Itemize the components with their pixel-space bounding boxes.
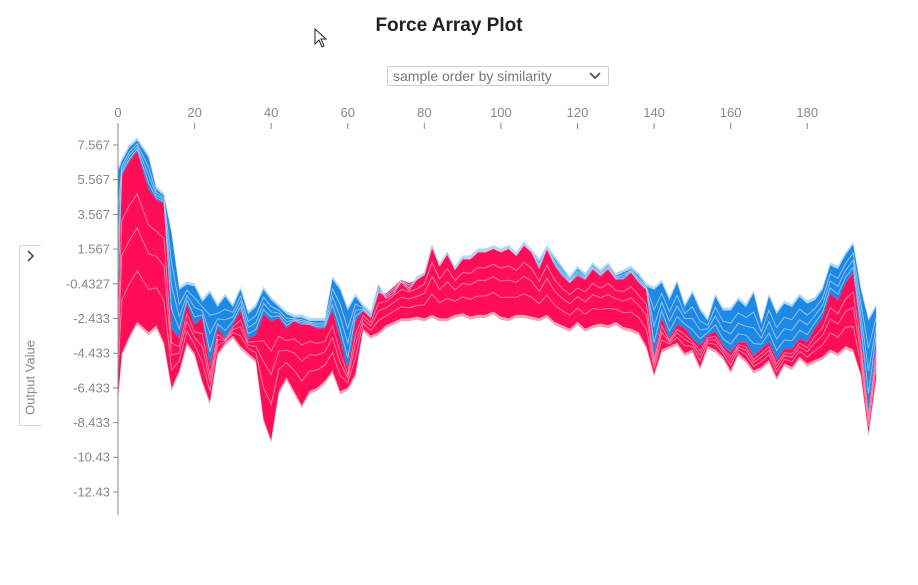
y-tick-label: -2.433 xyxy=(73,311,110,326)
x-tick-label: 80 xyxy=(417,105,431,120)
x-tick-label: 60 xyxy=(341,105,355,120)
x-tick-label: 160 xyxy=(720,105,742,120)
y-tick-label: -12.43 xyxy=(73,484,110,499)
stacked-areas xyxy=(117,137,877,443)
y-tick-label: -4.433 xyxy=(73,346,110,361)
y-tick-label: -0.4327 xyxy=(66,276,110,291)
positive-feature-boundary-2 xyxy=(117,269,877,427)
chevron-down-icon xyxy=(589,72,601,80)
y-tick-label: -6.433 xyxy=(73,380,110,395)
sample-order-selected: sample order by similarity xyxy=(393,68,552,84)
x-axis: 0 20 40 60 80 100 120 140 160 180 xyxy=(114,105,880,129)
negative-feature-boundary-2 xyxy=(117,148,877,394)
ylabel-selector-frame[interactable] xyxy=(19,245,41,426)
y-tick-label: -10.43 xyxy=(73,450,110,465)
positive-feature-boundary-0 xyxy=(117,192,877,417)
x-tick-label: 40 xyxy=(264,105,278,120)
y-tick-label: 3.567 xyxy=(77,207,110,222)
mouse-cursor-icon xyxy=(314,28,328,48)
x-tick-label: 140 xyxy=(643,105,665,120)
x-tick-label: 100 xyxy=(490,105,512,120)
chevron-right-icon[interactable] xyxy=(24,249,38,263)
x-tick-label: 120 xyxy=(567,105,589,120)
y-tick-label: 1.567 xyxy=(77,242,110,257)
y-axis: 7.567 5.567 3.567 1.567 -0.4327 -2.433 -4.433 -… xyxy=(66,128,119,515)
x-tick-label: 0 xyxy=(114,105,121,120)
sample-order-dropdown[interactable]: sample order by similarity xyxy=(387,66,609,86)
x-tick-label: 20 xyxy=(187,105,201,120)
positive-feature-boundary-1 xyxy=(117,227,877,422)
y-tick-label: 5.567 xyxy=(77,172,110,187)
y-tick-label: 7.567 xyxy=(77,138,110,153)
positive-effects-area xyxy=(118,151,877,440)
chart-title: Force Array Plot xyxy=(375,15,523,36)
y-tick-label: -8.433 xyxy=(73,415,110,430)
x-tick-label: 180 xyxy=(796,105,818,120)
